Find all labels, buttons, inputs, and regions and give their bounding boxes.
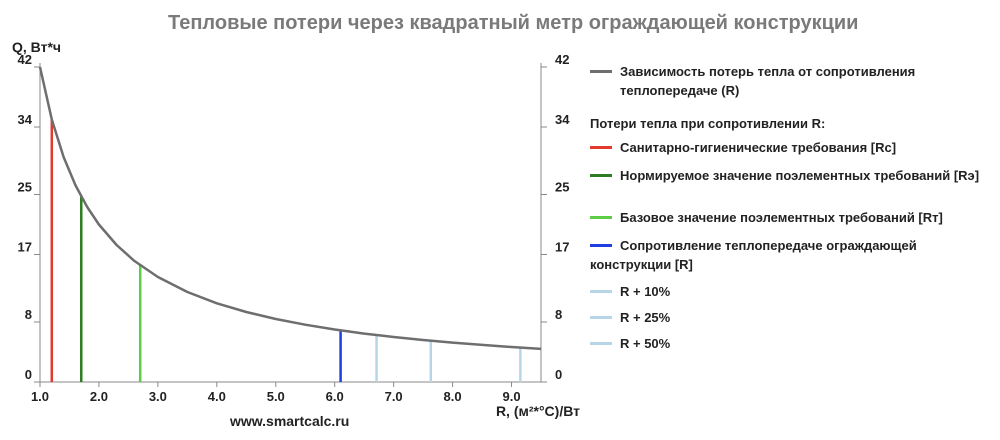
y-tick-label-right: 42 <box>555 52 569 67</box>
legend-label-r50: R + 50% <box>620 336 671 351</box>
x-tick-label: 6.0 <box>326 389 344 404</box>
legend-swatch-r <box>590 244 612 247</box>
legend-label-r10: R + 10% <box>620 284 671 299</box>
legend-label-rc: Санитарно-гигиенические требования [Rс] <box>620 140 897 155</box>
legend-swatch-curve <box>590 70 612 73</box>
heat-loss-curve <box>38 66 542 351</box>
legend-label-rt: Базовое значение поэлементных требований… <box>620 210 943 225</box>
y-tick-label-left: 42 <box>18 52 32 67</box>
legend-label-re: Нормируемое значение поэлементных требов… <box>620 168 980 183</box>
legend-swatch-re <box>590 174 612 177</box>
line-chart: 0 0 8 8 17 17 25 25 34 34 42 42 1.0 2.0 3.0 4.0 5.0 6.0 7.… <box>12 39 580 419</box>
x-tick-label: 4.0 <box>208 389 226 404</box>
watermark: www.smartcalc.ru <box>230 413 350 429</box>
legend-swatch-r10 <box>590 290 612 293</box>
legend-item-re: Нормируемое значение поэлементных требов… <box>590 166 990 185</box>
y-tick-label-left: 17 <box>18 240 32 255</box>
y-tick-label-right: 0 <box>555 367 562 382</box>
y-tick-label-left: 25 <box>18 180 32 195</box>
legend-label-curve: Зависимость потерь тепла от сопротивлени… <box>620 64 916 98</box>
y-tick-label-right: 34 <box>555 112 570 127</box>
legend-swatch-r25 <box>590 316 612 319</box>
y-tick-label-left: 8 <box>25 307 32 322</box>
y-tick-label-right: 8 <box>555 307 562 322</box>
x-tick-label: 1.0 <box>31 389 49 404</box>
legend-heading: Потери тепла при сопротивлении R: <box>590 116 826 131</box>
y-tick-label-right: 17 <box>555 240 569 255</box>
legend-item-rc: Санитарно-гигиенические требования [Rс] <box>590 138 990 157</box>
legend-item-r50: R + 50% <box>590 334 990 353</box>
x-tick-label: 7.0 <box>385 389 403 404</box>
legend-swatch-rc <box>590 146 612 149</box>
legend-item-r25: R + 25% <box>590 308 990 327</box>
y-axis-title: Q, Вт*ч <box>12 39 61 55</box>
legend-item-curve: Зависимость потерь тепла от сопротивлени… <box>590 62 990 100</box>
x-tick-label: 5.0 <box>267 389 285 404</box>
x-axis-title: R, (м²*°C)/Вт <box>496 403 580 419</box>
y-tick-label-right: 25 <box>555 180 569 195</box>
x-tick-label: 2.0 <box>90 389 108 404</box>
legend-item-r10: R + 10% <box>590 282 990 301</box>
legend-item-rt: Базовое значение поэлементных требований… <box>590 208 990 227</box>
x-tick-label: 3.0 <box>149 389 167 404</box>
legend-swatch-rt <box>590 216 612 219</box>
y-tick-label-left: 34 <box>18 112 33 127</box>
legend-swatch-r50 <box>590 342 612 345</box>
x-tick-label: 9.0 <box>502 389 520 404</box>
legend-label-r: Сопротивление теплопередаче ограждающей … <box>590 238 917 272</box>
x-tick-label: 8.0 <box>444 389 462 404</box>
legend-label-r25: R + 25% <box>620 310 671 325</box>
y-tick-label-left: 0 <box>25 367 32 382</box>
legend-item-r: Сопротивление теплопередаче ограждающей … <box>590 236 990 274</box>
chart-title: Тепловые потери через квадратный метр ог… <box>168 12 859 34</box>
